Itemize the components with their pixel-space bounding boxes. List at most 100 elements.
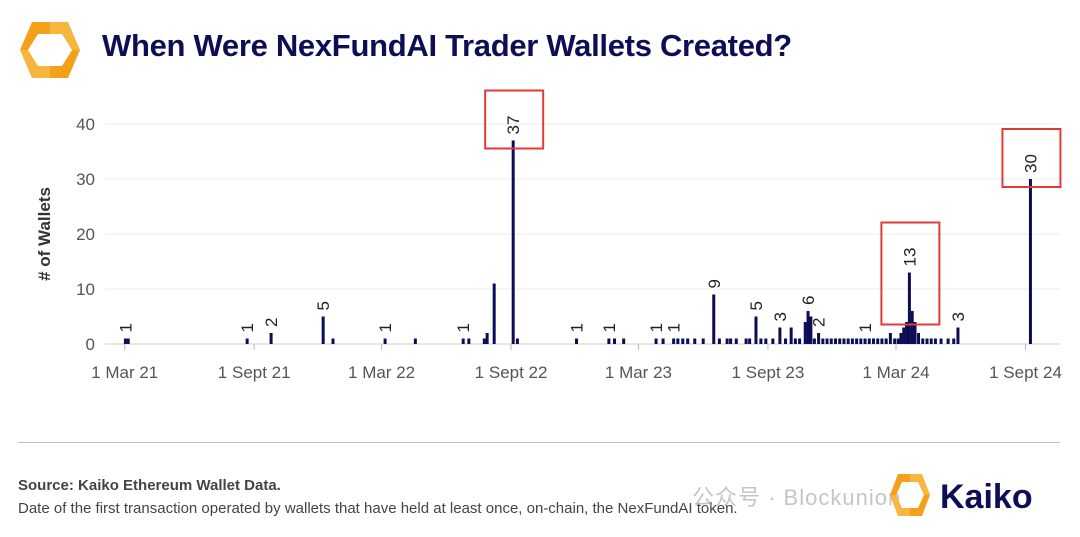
- bar: [1028, 179, 1032, 344]
- bar-data-label: 6: [799, 296, 818, 305]
- x-tick-label: 1 Sept 24: [989, 363, 1062, 382]
- divider: [18, 442, 1060, 443]
- page-title: When Were NexFundAI Trader Wallets Creat…: [102, 28, 792, 63]
- kaiko-logo-icon: [20, 22, 80, 78]
- bar: [492, 283, 496, 344]
- bar-data-label: 1: [600, 323, 619, 332]
- bar: [880, 338, 884, 344]
- bar: [725, 338, 729, 344]
- bar: [952, 338, 956, 344]
- bar: [793, 338, 797, 344]
- bar-data-label: 1: [568, 323, 587, 332]
- x-tick-label: 1 Mar 22: [348, 363, 415, 382]
- bar: [467, 338, 471, 344]
- bar-data-label: 1: [116, 323, 135, 332]
- bar: [896, 338, 900, 344]
- kaiko-brand-mark-icon: [890, 474, 930, 516]
- wallet-creation-bar-chart: 0 10 20 30 40 # of Wallets 1 Mar 21 1 Sept 21 1 …: [35, 89, 1062, 382]
- bar: [269, 333, 273, 344]
- bar: [846, 338, 850, 344]
- source-text: Source: Kaiko Ethereum Wallet Data.: [18, 477, 281, 494]
- kaiko-brand-logo: Kaiko: [890, 474, 1033, 516]
- bar: [921, 338, 925, 344]
- bar: [661, 338, 665, 344]
- bar: [622, 338, 626, 344]
- bar: [798, 338, 802, 344]
- bar: [817, 333, 821, 344]
- bar: [681, 338, 685, 344]
- bar: [929, 338, 933, 344]
- bar: [855, 338, 859, 344]
- bar: [809, 316, 813, 344]
- bar: [575, 338, 579, 344]
- bar: [939, 338, 943, 344]
- bar: [925, 338, 929, 344]
- x-tick-label: 1 Sept 22: [475, 363, 548, 382]
- bar: [654, 338, 658, 344]
- bar: [933, 338, 937, 344]
- bar: [461, 338, 465, 344]
- x-tick-label: 1 Sept 21: [218, 363, 291, 382]
- y-tick-label: 0: [86, 335, 95, 354]
- bar: [331, 338, 335, 344]
- bar: [899, 333, 903, 344]
- bar: [515, 338, 519, 344]
- x-tick-label: 1 Mar 23: [605, 363, 672, 382]
- highlight-box: [484, 89, 545, 150]
- bar: [838, 338, 842, 344]
- bar: [834, 338, 838, 344]
- bar-data-label: 2: [810, 318, 829, 327]
- y-tick-label: 20: [76, 225, 95, 244]
- bar: [717, 338, 721, 344]
- bar: [759, 338, 763, 344]
- bar: [734, 338, 738, 344]
- watermark-text: 公众号 · Blockunion: [692, 485, 902, 510]
- bar: [771, 338, 775, 344]
- bar-data-label: 13: [900, 248, 919, 267]
- x-tick-label: 1 Mar 24: [862, 363, 929, 382]
- bar-data-label: 2: [262, 318, 281, 327]
- bar-data-label: 30: [1021, 154, 1040, 173]
- brand-name: Kaiko: [940, 478, 1033, 516]
- bar: [910, 311, 914, 344]
- bar: [672, 338, 676, 344]
- bar: [123, 338, 127, 344]
- bar: [812, 338, 816, 344]
- bar: [876, 338, 880, 344]
- bar: [511, 140, 515, 344]
- bar: [686, 338, 690, 344]
- y-tick-label: 10: [76, 280, 95, 299]
- bar: [676, 338, 680, 344]
- bar-data-label: 1: [238, 323, 257, 332]
- bar: [825, 338, 829, 344]
- x-tick-label: 1 Mar 21: [91, 363, 158, 382]
- bar-data-label: 1: [454, 323, 473, 332]
- bar: [789, 327, 793, 344]
- bar: [806, 311, 810, 344]
- bar: [321, 316, 325, 344]
- chart-note: Date of the first transaction operated b…: [18, 500, 738, 517]
- bar: [946, 338, 950, 344]
- bar-data-label: 3: [771, 312, 790, 321]
- bar: [907, 272, 911, 344]
- bar: [902, 327, 906, 344]
- bar-data-label: 37: [504, 116, 523, 135]
- bar: [850, 338, 854, 344]
- bar: [754, 316, 758, 344]
- bar: [859, 338, 863, 344]
- bar-data-label: 3: [949, 312, 968, 321]
- y-tick-label: 30: [76, 170, 95, 189]
- y-axis-label: # of Wallets: [35, 187, 54, 281]
- bar: [607, 338, 611, 344]
- bar: [693, 338, 697, 344]
- bar: [744, 338, 748, 344]
- bar: [829, 338, 833, 344]
- bar: [413, 338, 417, 344]
- bar: [917, 333, 921, 344]
- bar: [888, 333, 892, 344]
- bar: [863, 338, 867, 344]
- bar: [821, 338, 825, 344]
- bar: [803, 322, 807, 344]
- highlight-box: [1001, 128, 1062, 188]
- bar: [729, 338, 733, 344]
